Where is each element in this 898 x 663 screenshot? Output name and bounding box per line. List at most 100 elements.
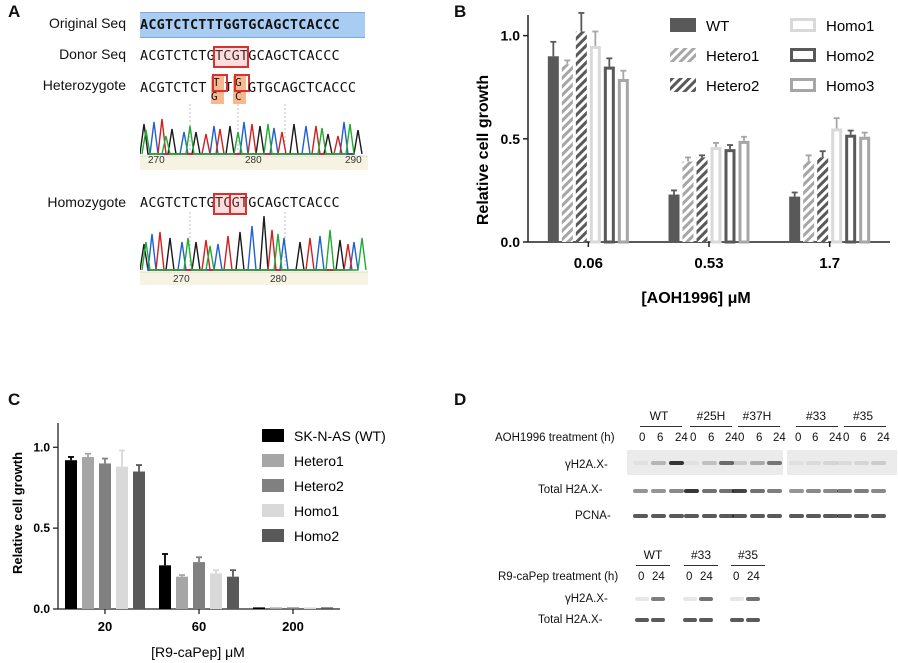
y-tick-label: 0.0 [33, 602, 50, 616]
blot-band [684, 514, 699, 518]
blot-band [789, 489, 804, 493]
legend-swatch-hetero1 [262, 454, 284, 467]
blot-band [750, 461, 765, 465]
wb-bottom-group-33: #33 [690, 548, 712, 562]
hetero-ambig-2-bottom: C [235, 90, 242, 103]
blot-band [669, 461, 684, 465]
wb-time-label: 24 [829, 432, 842, 444]
bar-homo3-0.53 [738, 140, 750, 244]
hetero-tick-280: 280 [245, 155, 262, 166]
x-tick-label: 1.7 [819, 255, 840, 272]
blot-band [871, 514, 886, 518]
hetero-tick-290: 290 [345, 155, 362, 166]
homo-seq-row: ACGTCTCTGTCGTGCAGCTCACCC [140, 191, 365, 215]
panel-label-b: B [454, 2, 467, 21]
legend-label-homo1: Homo1 [294, 503, 339, 519]
wb-group-wt: WT [649, 409, 669, 423]
blot-band [854, 514, 869, 518]
legend-label-homo2: Homo2 [826, 48, 874, 65]
hetero-tick-270: 270 [148, 155, 165, 166]
legend-swatch-homo2 [262, 529, 284, 542]
wb-group-37h: #37H [742, 409, 772, 423]
chart-c-ylabel: Relative cell growth [10, 452, 25, 574]
legend-label-hetero1: Hetero1 [706, 48, 759, 65]
wb-group-33: #33 [805, 409, 827, 423]
legend-label-hetero2: Hetero2 [706, 78, 759, 95]
blot-band [837, 489, 852, 493]
x-tick-label: 0.53 [694, 255, 723, 272]
x-tick-label: 20 [98, 619, 112, 634]
bar-hetero1-1.7 [803, 161, 815, 242]
blot-band [635, 618, 649, 622]
blot-band [823, 514, 838, 518]
legend-swatch-hetero1 [670, 48, 696, 62]
wb-time-label: 0 [638, 571, 645, 583]
blot-gh2ax-left [627, 450, 783, 475]
blot-band [789, 461, 804, 465]
wb-group-line [690, 426, 732, 427]
wb-time-label: 0 [733, 571, 740, 583]
bar-homo2-1.7 [845, 134, 857, 244]
hetero-ambig-1-top: T [213, 76, 220, 89]
blot-band [750, 514, 765, 518]
hetero-mutation-box-1 [212, 74, 228, 92]
bar-hetero2-0.53 [696, 157, 708, 242]
y-tick-label: 0.5 [501, 131, 521, 147]
bar-wt-1.7 [789, 196, 801, 242]
blot-band [651, 597, 665, 601]
blot-band [750, 489, 765, 493]
wb-group-25h: #25H [696, 409, 726, 423]
blot-band [635, 597, 649, 601]
y-tick-label: 0.0 [501, 234, 521, 250]
blot-band [746, 618, 760, 622]
blot-band [683, 618, 697, 622]
wb-time-label: 0 [690, 432, 697, 444]
hetero-ambig-2-top: G [235, 76, 242, 89]
wb-time-label: 24 [675, 432, 688, 444]
panel-label-c: C [8, 390, 21, 409]
homo-tick-280: 280 [270, 274, 287, 285]
legend-swatch-hetero2 [262, 479, 284, 492]
hetero-chromatogram [140, 104, 368, 170]
bar-sk-n-as-wt--20 [65, 460, 77, 609]
bar-hetero2-200 [287, 607, 299, 609]
blot-band [702, 489, 717, 493]
legend-label-homo1: Homo1 [826, 18, 874, 35]
bar-homo2-20 [133, 471, 145, 609]
blot-band [806, 461, 821, 465]
bar-homo1-0.53 [710, 147, 722, 244]
wb-time-label: 6 [708, 432, 715, 444]
y-tick-label: 1.0 [33, 440, 50, 454]
legend-swatch-homo1 [790, 18, 816, 32]
wb-group-line [731, 565, 765, 566]
hetero-ambig-1-bottom: G [211, 90, 218, 103]
blot-band [837, 461, 852, 465]
y-tick-label: 1.0 [501, 28, 521, 44]
blot-band [732, 514, 747, 518]
wb-time-label: 6 [812, 432, 819, 444]
bar-homo1-0.06 [589, 45, 601, 244]
bar-homo1-1.7 [831, 128, 843, 244]
blot-band [806, 514, 821, 518]
wb-group-35: #35 [852, 409, 874, 423]
wb-time-label: 0 [843, 432, 850, 444]
bar-homo3-0.06 [617, 78, 629, 244]
wb-group-line [684, 565, 718, 566]
legend-swatch-homo2 [790, 48, 816, 62]
wb-group-line [636, 565, 670, 566]
wb-row-total-h2ax: Total H2A.X- [538, 484, 603, 496]
blot-band [683, 597, 697, 601]
bar-hetero2-20 [99, 463, 111, 609]
wb-row-pcna: PCNA- [575, 510, 611, 522]
wb-group-line [844, 426, 886, 427]
blot-band [767, 461, 782, 465]
homo-sequence: ACGTCTCTGTCGTGCAGCTCACCC [140, 195, 340, 211]
donor-mutation-box [213, 46, 249, 68]
hetero-mid-base: T [225, 80, 233, 94]
hetero-mutation-box-2 [234, 74, 250, 92]
bar-homo2-200 [321, 607, 333, 609]
bar-hetero2-1.7 [817, 157, 829, 242]
bar-homo1-60 [210, 573, 222, 609]
blot-band [871, 489, 886, 493]
blot-band [854, 461, 869, 465]
